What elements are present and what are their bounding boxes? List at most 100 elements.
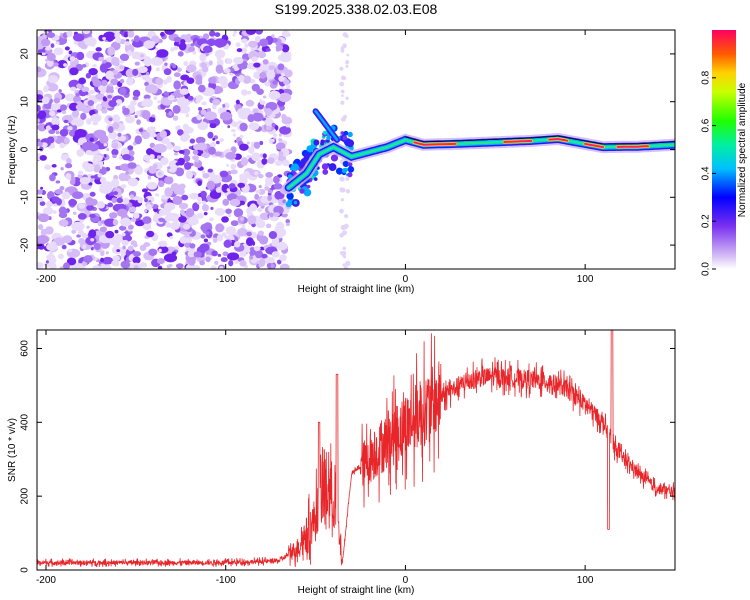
noise-blob <box>254 250 264 259</box>
noise-blob <box>207 131 214 139</box>
noise-blob <box>46 254 56 261</box>
noise-blob <box>210 265 217 269</box>
noise-blob <box>134 135 143 145</box>
noise-blob <box>63 262 70 269</box>
noise-blob <box>95 47 102 52</box>
noise-blob <box>264 108 273 116</box>
noise-blob <box>45 46 52 51</box>
noise-blob <box>173 72 181 78</box>
noise-blob <box>196 196 202 202</box>
noise-blob <box>137 196 143 204</box>
noise-blob <box>235 42 241 48</box>
track-peak-core <box>616 145 649 148</box>
streak-blob <box>339 208 344 214</box>
noise-blob <box>40 186 44 190</box>
noise-blob <box>76 234 81 238</box>
noise-blob <box>104 62 112 69</box>
noise-blob <box>111 148 119 156</box>
noise-blob <box>234 259 239 265</box>
noise-blob <box>102 96 108 102</box>
noise-blob <box>50 43 55 48</box>
noise-blob <box>239 143 249 151</box>
noise-blob <box>153 96 158 101</box>
noise-blob <box>71 221 85 232</box>
streak-blob <box>340 49 345 53</box>
noise-blob <box>127 49 133 57</box>
streak-blob <box>344 34 349 38</box>
noise-blob <box>214 207 226 216</box>
noise-blob <box>122 107 130 116</box>
noise-blob <box>97 173 103 178</box>
noise-blob <box>157 180 165 188</box>
noise-blob <box>272 80 278 85</box>
noise-blob <box>102 264 112 269</box>
noise-blob <box>80 112 87 120</box>
noise-blob <box>116 208 128 217</box>
noise-blob <box>251 223 256 228</box>
streak-blob <box>342 115 347 119</box>
onset-blob <box>326 135 331 141</box>
noise-blob <box>67 126 73 131</box>
noise-blob <box>155 67 160 72</box>
noise-blob <box>216 55 222 61</box>
noise-blob <box>62 235 73 244</box>
noise-blob <box>126 77 134 86</box>
noise-blob <box>98 84 107 92</box>
noise-blob <box>123 41 131 46</box>
noise-blob <box>72 211 77 215</box>
noise-blob <box>111 260 118 267</box>
noise-blob <box>93 129 107 139</box>
noise-blob <box>254 171 259 176</box>
noise-blob <box>151 114 155 118</box>
noise-blob <box>222 198 230 206</box>
noise-blob <box>173 80 181 90</box>
noise-blob <box>253 71 262 80</box>
noise-blob <box>164 187 173 197</box>
noise-blob <box>259 98 263 103</box>
noise-blob <box>81 63 87 68</box>
streak-blob <box>342 263 346 267</box>
noise-blob <box>235 99 240 105</box>
noise-blob <box>273 212 280 217</box>
noise-blob <box>103 31 116 41</box>
noise-blob <box>143 40 155 49</box>
noise-blob <box>273 133 278 137</box>
noise-blob <box>120 87 126 93</box>
noise-blob <box>258 185 262 189</box>
noise-blob <box>171 251 177 256</box>
noise-blob <box>192 202 200 212</box>
noise-blob <box>164 62 168 66</box>
noise-blob <box>82 161 90 170</box>
noise-blob <box>163 202 176 211</box>
noise-blob <box>111 142 119 149</box>
noise-blob <box>131 51 142 60</box>
noise-blob <box>142 154 151 162</box>
noise-blob <box>178 202 189 210</box>
noise-blob <box>96 201 106 209</box>
snr-y-tick-label: 200 <box>20 487 31 504</box>
noise-blob <box>167 95 175 101</box>
noise-blob <box>266 118 274 124</box>
noise-blob <box>156 155 162 159</box>
track-peak-core <box>548 137 569 142</box>
noise-blob <box>155 77 164 86</box>
noise-blob <box>51 117 60 126</box>
noise-blob <box>197 121 209 131</box>
noise-blob <box>93 163 101 173</box>
noise-blob <box>90 238 95 242</box>
noise-blob <box>259 140 264 146</box>
noise-blob <box>261 253 268 259</box>
noise-blob <box>271 251 280 258</box>
noise-blob <box>101 79 108 87</box>
noise-blob <box>95 104 103 111</box>
noise-blob <box>102 256 114 265</box>
noise-blob <box>149 154 155 160</box>
colorbar-tick-label: 0.8 <box>701 70 712 84</box>
noise-blob <box>142 216 152 224</box>
noise-blob <box>108 212 118 219</box>
noise-blob <box>61 244 67 250</box>
noise-blob <box>270 263 275 269</box>
noise-blob <box>85 72 92 79</box>
noise-blob <box>146 181 158 190</box>
noise-blob <box>118 155 123 160</box>
